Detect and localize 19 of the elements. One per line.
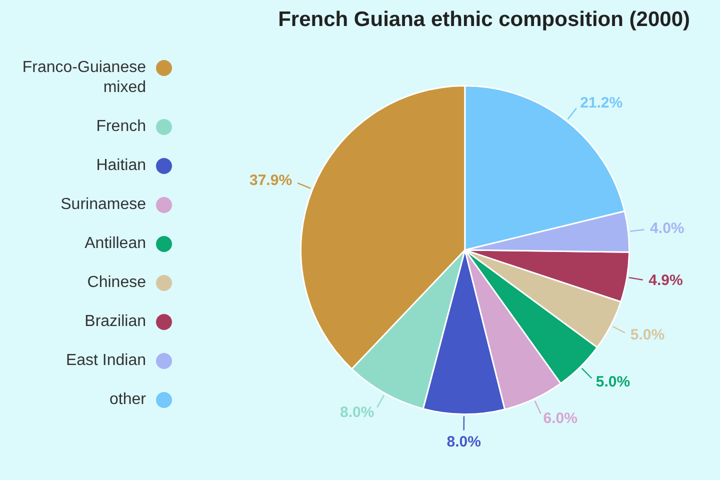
legend-label: other: [110, 390, 146, 410]
data-label: 21.2%: [580, 94, 623, 112]
data-label: 4.0%: [650, 220, 684, 238]
legend-label: Chinese: [87, 273, 146, 293]
chart-title: French Guiana ethnic composition (2000): [278, 8, 690, 32]
data-label: 5.0%: [630, 326, 665, 344]
data-label: 8.0%: [340, 404, 374, 421]
data-label: 4.9%: [648, 272, 683, 290]
legend-label: Surinamese: [60, 195, 146, 215]
legend-label: Haitian: [96, 156, 146, 176]
legend-label: East Indian: [66, 351, 146, 371]
data-label: 5.0%: [596, 374, 630, 391]
data-label: 6.0%: [543, 410, 578, 428]
legend-label: French: [96, 117, 146, 137]
data-label: 37.9%: [250, 172, 292, 190]
legend-label: Franco-Guianese mixed: [21, 58, 146, 98]
legend-label: Brazilian: [84, 312, 146, 332]
legend-label: Antillean: [84, 234, 146, 254]
data-label: 8.0%: [446, 433, 481, 450]
